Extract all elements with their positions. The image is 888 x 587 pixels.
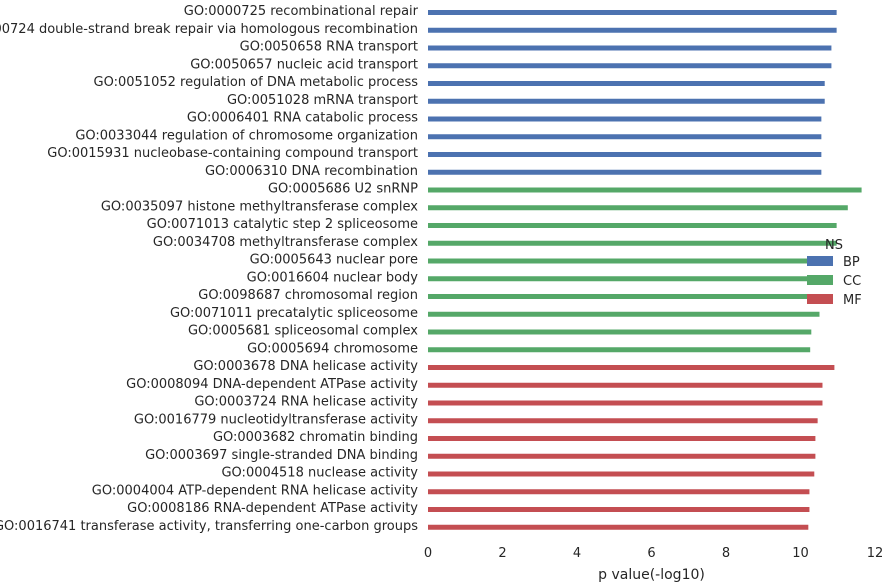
bar-cc bbox=[428, 347, 811, 353]
category-label: GO:0071011 precatalytic spliceosome bbox=[170, 306, 418, 321]
bar-bp bbox=[428, 152, 822, 157]
category-label: GO:0098687 chromosomal region bbox=[198, 288, 418, 303]
category-label: GO:0005694 chromosome bbox=[247, 341, 418, 356]
bar-mf bbox=[428, 365, 835, 370]
x-tick-label: 10 bbox=[792, 546, 809, 561]
category-label: GO:0016779 nucleotidyltransferase activi… bbox=[134, 412, 418, 427]
x-axis-ticks: 0 2 4 6 8 10 12 bbox=[424, 546, 883, 561]
bar-bp bbox=[428, 45, 832, 51]
bar-cc bbox=[428, 311, 820, 317]
category-label: GO:0050658 RNA transport bbox=[240, 40, 418, 55]
category-label: GO:0034708 methyltransferase complex bbox=[153, 235, 418, 250]
bar-cc bbox=[428, 276, 830, 282]
category-label: GO:0004004 ATP-dependent RNA helicase ac… bbox=[92, 483, 419, 498]
category-label: GO:0005643 nuclear pore bbox=[250, 253, 418, 268]
bar-cc bbox=[428, 205, 848, 211]
legend-label-mf: MF bbox=[843, 293, 862, 308]
bar-mf bbox=[428, 418, 818, 424]
x-tick-label: 6 bbox=[647, 546, 655, 561]
category-label: GO:0033044 regulation of chromosome orga… bbox=[75, 128, 418, 143]
category-label: GO:0005686 U2 snRNP bbox=[268, 182, 418, 197]
bar-bp bbox=[428, 10, 837, 15]
bar-mf bbox=[428, 507, 810, 512]
legend-label-cc: CC bbox=[843, 274, 861, 289]
legend-title: NS bbox=[825, 238, 843, 253]
category-labels: GO:0000725 recombinational repair GO:0000… bbox=[0, 4, 419, 534]
category-label: GO:0006401 RNA catabolic process bbox=[187, 111, 418, 126]
category-label: GO:0051028 mRNA transport bbox=[227, 93, 418, 108]
bar-cc bbox=[428, 223, 837, 228]
category-label: GO:0071013 catalytic step 2 spliceosome bbox=[147, 217, 418, 232]
category-label: GO:0035097 histone methyltransferase com… bbox=[101, 199, 418, 214]
bar-cc bbox=[428, 240, 837, 246]
category-label: GO:0004518 nuclease activity bbox=[221, 466, 418, 481]
bar-mf bbox=[428, 436, 816, 441]
bar-cc bbox=[428, 329, 812, 335]
bar-mf bbox=[428, 489, 810, 495]
legend-swatch-bp bbox=[807, 256, 833, 266]
bar-cc bbox=[428, 187, 862, 193]
bar-mf bbox=[428, 471, 815, 477]
x-tick-label: 8 bbox=[722, 546, 730, 561]
bar-bp bbox=[428, 63, 832, 69]
bar-bp bbox=[428, 169, 822, 175]
bar-mf bbox=[428, 382, 823, 388]
category-label: GO:0000724 double-strand break repair vi… bbox=[0, 22, 418, 37]
category-label: GO:0003724 RNA helicase activity bbox=[194, 395, 418, 410]
category-label: GO:0015931 nucleobase-containing compoun… bbox=[47, 146, 418, 161]
legend: NS BP CC MF bbox=[807, 238, 862, 308]
category-label: GO:0003697 single-stranded DNA binding bbox=[145, 448, 418, 463]
category-label: GO:0050657 nucleic acid transport bbox=[190, 57, 418, 72]
bar-cc bbox=[428, 258, 830, 264]
x-tick-label: 12 bbox=[867, 546, 884, 561]
bar-bp bbox=[428, 116, 822, 122]
bar-bp bbox=[428, 27, 837, 33]
category-label: GO:0016604 nuclear body bbox=[247, 270, 419, 285]
category-label: GO:0000725 recombinational repair bbox=[184, 4, 419, 19]
x-tick-label: 2 bbox=[498, 546, 506, 561]
bar-cc bbox=[428, 294, 830, 299]
bar-mf bbox=[428, 524, 809, 530]
legend-swatch-mf bbox=[807, 294, 833, 304]
category-label: GO:0005681 spliceosomal complex bbox=[188, 324, 418, 339]
category-label: GO:0008094 DNA-dependent ATPase activity bbox=[126, 377, 418, 392]
category-label: GO:0006310 DNA recombination bbox=[205, 164, 418, 179]
bar-mf bbox=[428, 400, 823, 406]
bars-layer bbox=[428, 10, 862, 530]
legend-label-bp: BP bbox=[843, 255, 860, 270]
x-axis-title: p value(-log10) bbox=[598, 567, 705, 583]
x-tick-label: 0 bbox=[424, 546, 432, 561]
bar-bp bbox=[428, 134, 822, 140]
category-label: GO:0003682 chromatin binding bbox=[213, 430, 418, 445]
bar-mf bbox=[428, 453, 816, 459]
category-label: GO:0008186 RNA-dependent ATPase activity bbox=[127, 501, 418, 516]
category-label: GO:0051052 regulation of DNA metabolic p… bbox=[94, 75, 419, 90]
bar-bp bbox=[428, 81, 825, 86]
bar-bp bbox=[428, 98, 825, 104]
legend-swatch-cc bbox=[807, 275, 833, 285]
category-label: GO:0016741 transferase activity, transfe… bbox=[0, 519, 418, 534]
category-label: GO:0003678 DNA helicase activity bbox=[193, 359, 418, 374]
x-tick-label: 4 bbox=[573, 546, 581, 561]
